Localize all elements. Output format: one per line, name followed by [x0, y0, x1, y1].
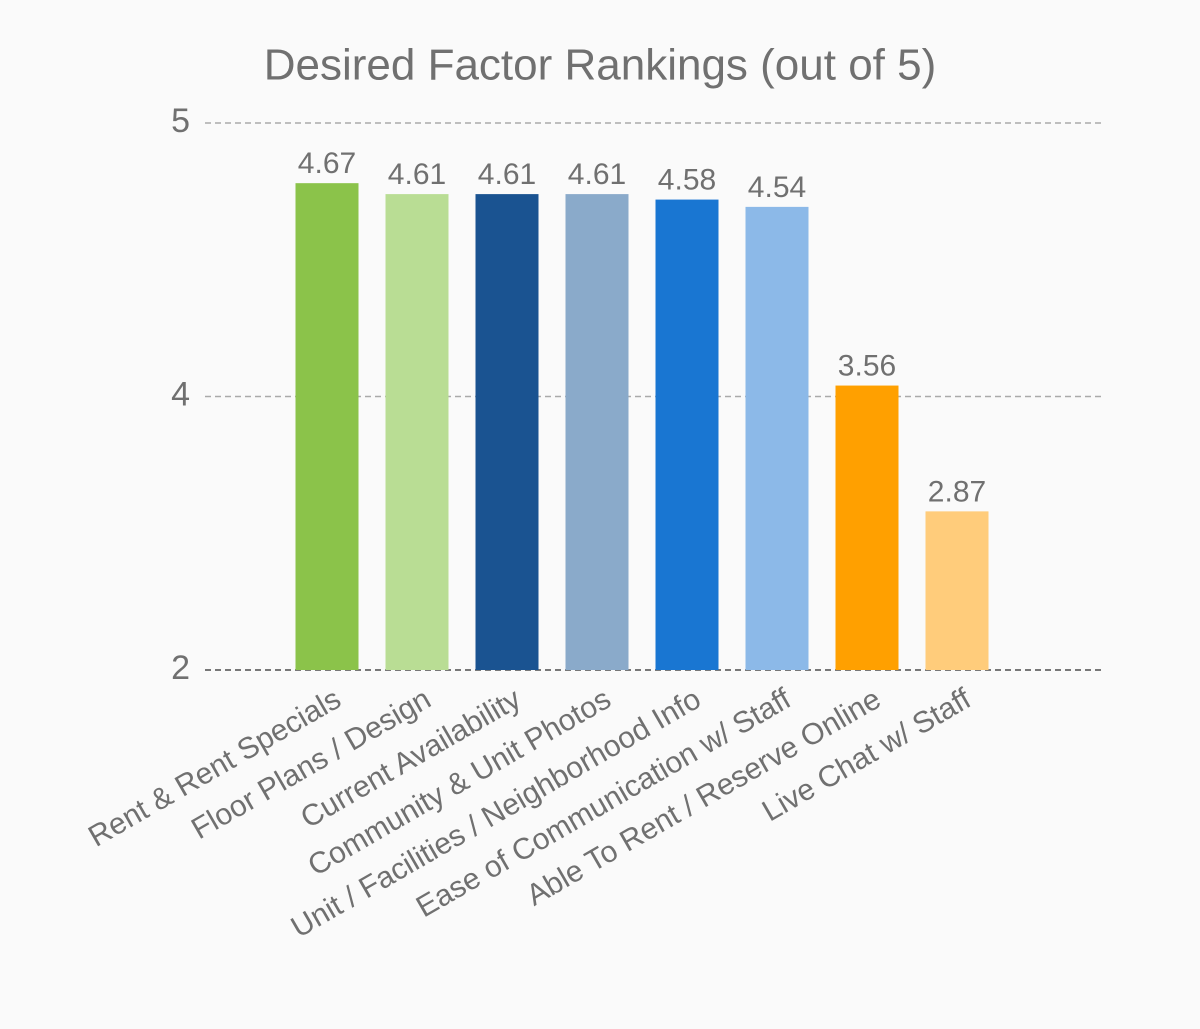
- chart-title: Desired Factor Rankings (out of 5): [264, 41, 937, 90]
- y-tick-label: 5: [171, 102, 190, 140]
- value-label: 4.61: [388, 158, 446, 191]
- bar: [835, 385, 899, 670]
- value-label: 4.67: [298, 147, 356, 180]
- bar: [565, 194, 629, 671]
- bar: [475, 194, 539, 671]
- bar: [925, 511, 989, 670]
- value-label: 3.56: [838, 349, 896, 382]
- value-label: 4.58: [658, 164, 716, 197]
- y-tick-label: 2: [171, 649, 190, 687]
- value-label: 2.87: [928, 475, 986, 508]
- value-label: 4.61: [478, 158, 536, 191]
- value-label: 4.61: [568, 158, 626, 191]
- y-tick-label: 4: [171, 375, 190, 413]
- bar: [385, 194, 449, 671]
- value-label: 4.54: [748, 171, 806, 204]
- bar: [655, 199, 719, 670]
- bar: [745, 206, 809, 670]
- bar: [295, 183, 359, 671]
